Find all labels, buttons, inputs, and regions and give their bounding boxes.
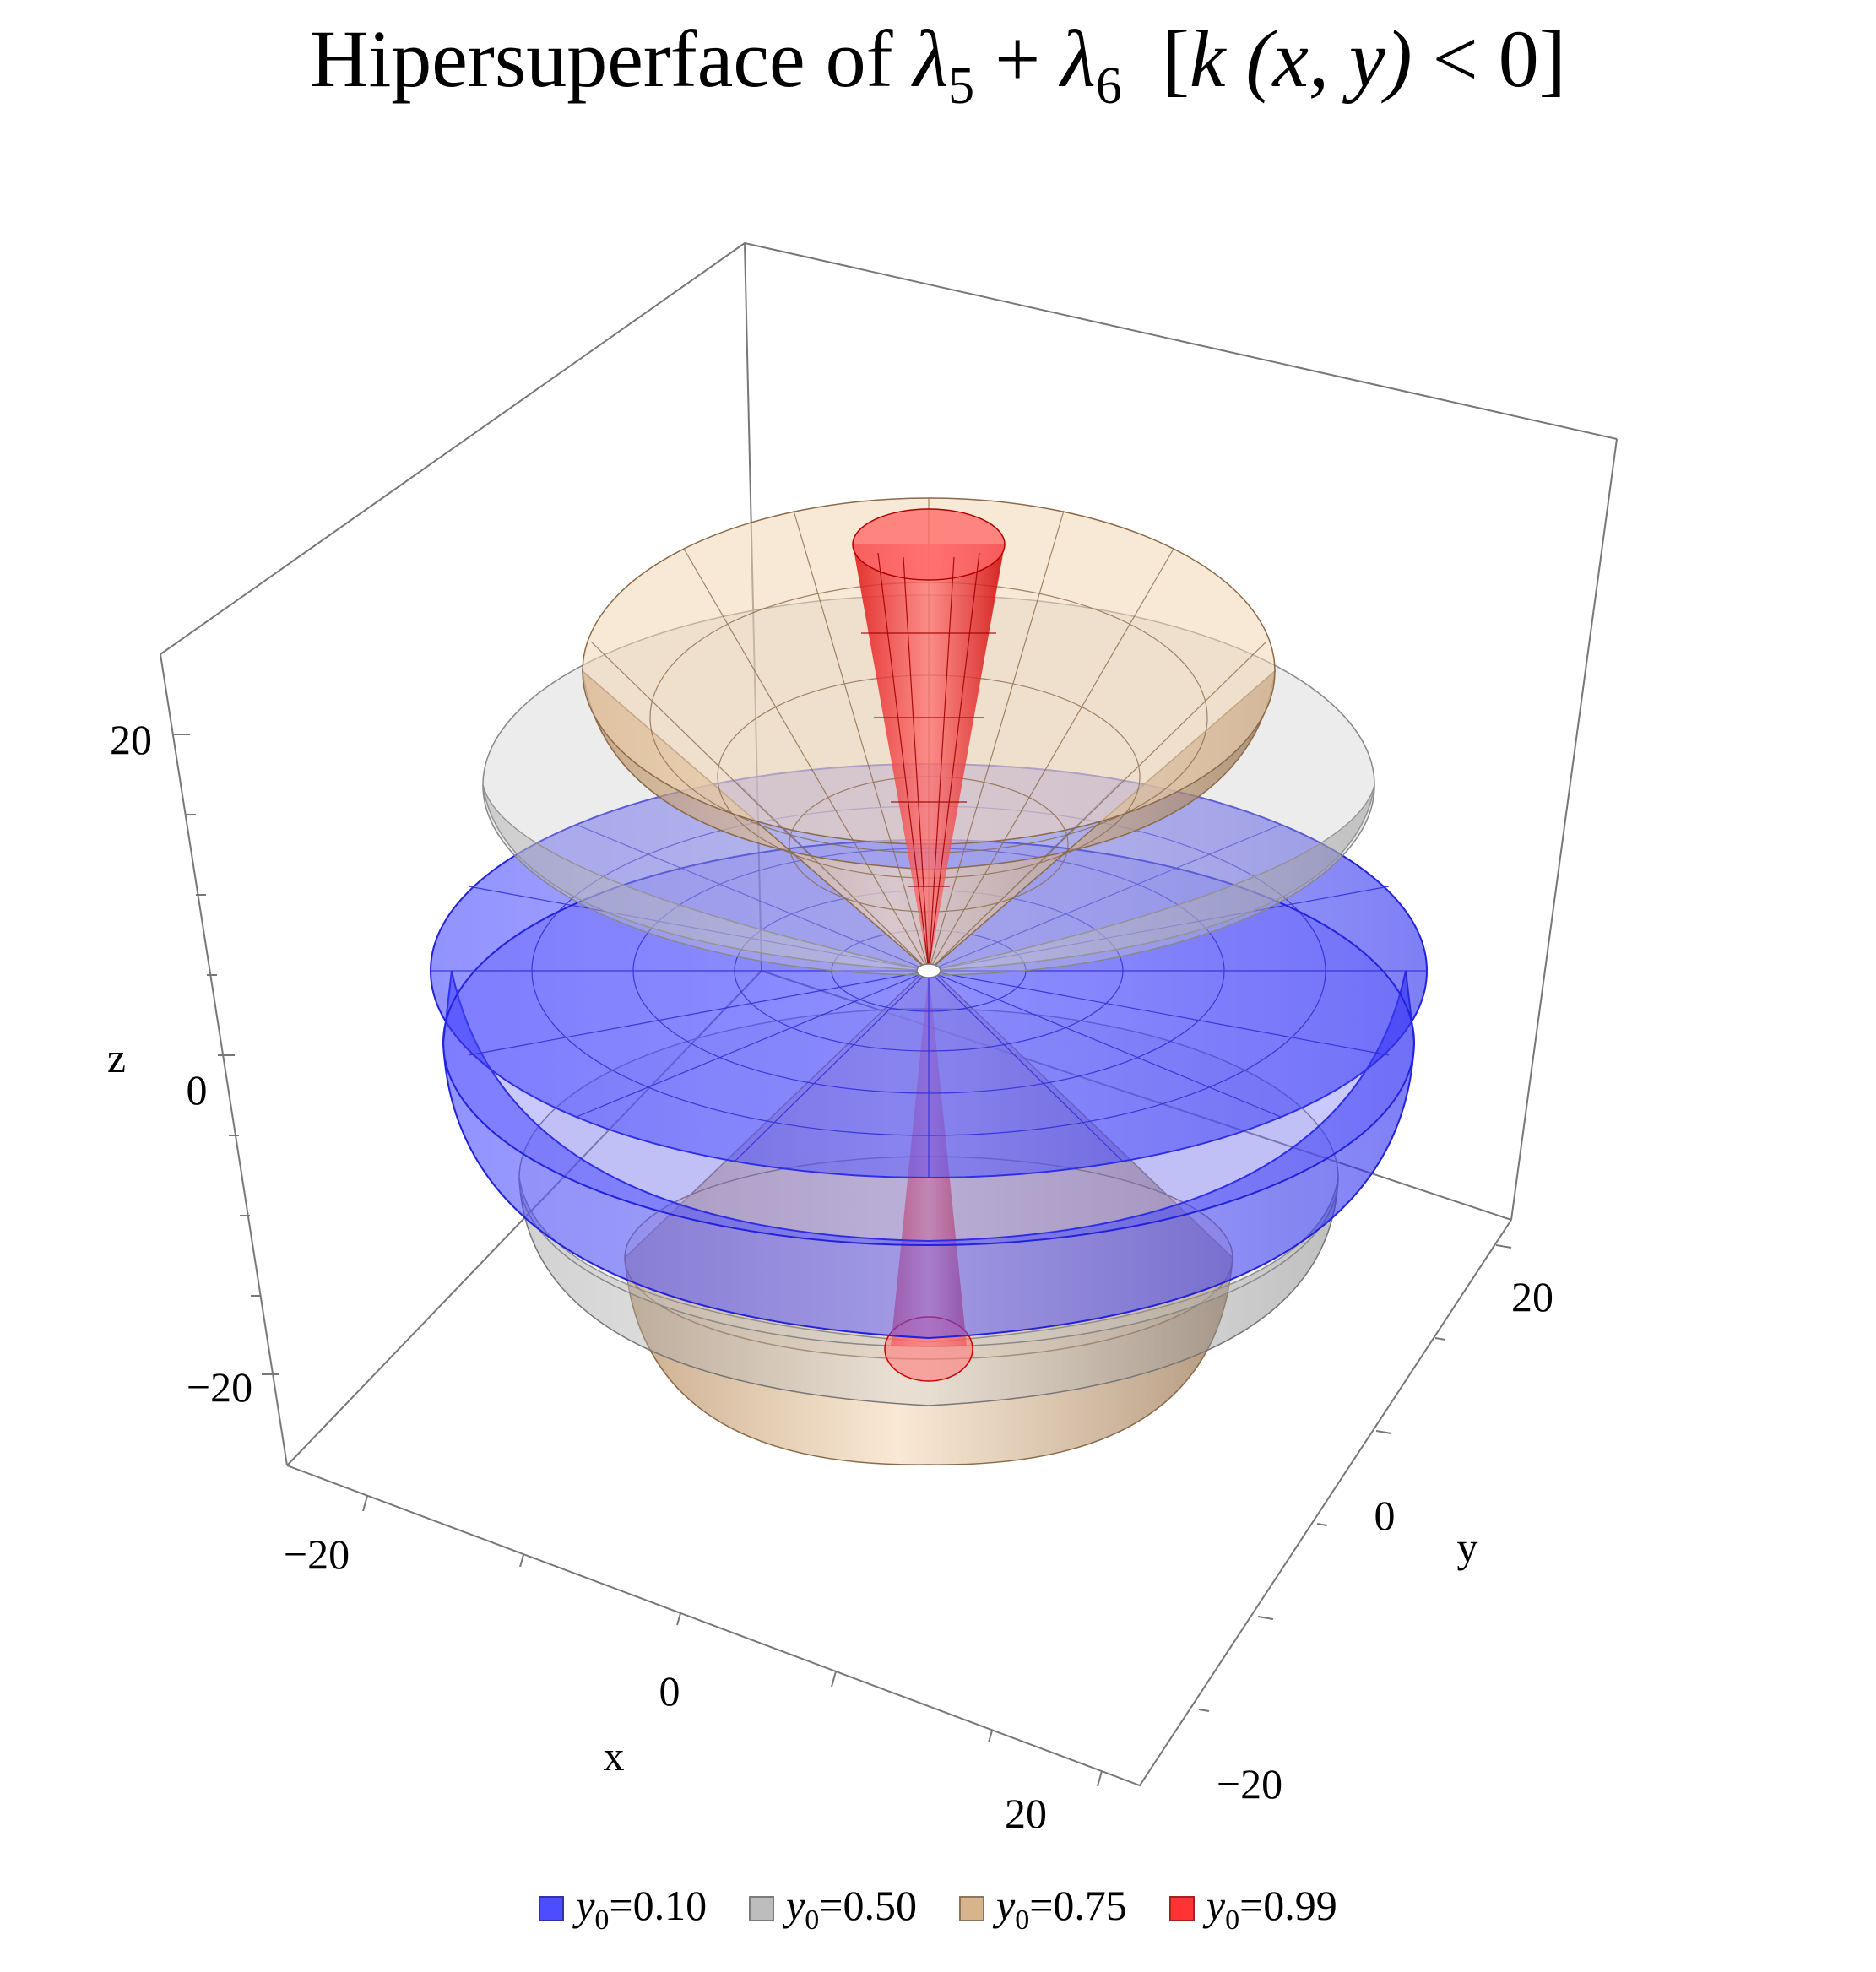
y-axis-label: y bbox=[1457, 1524, 1478, 1571]
legend-label: y0=0.99 bbox=[1206, 1882, 1337, 1936]
title-lambda-a: λ bbox=[913, 14, 949, 104]
legend-label: y0=0.75 bbox=[996, 1882, 1127, 1936]
surface-y0-0.99-upper bbox=[852, 508, 1006, 978]
legend-swatch-tan bbox=[959, 1896, 984, 1921]
title-prefix: Hipersuperface of bbox=[310, 14, 914, 104]
title-lambda-b: λ bbox=[1060, 14, 1096, 104]
x-tick-20: 20 bbox=[1005, 1790, 1047, 1837]
legend-label: y0=0.50 bbox=[786, 1882, 917, 1936]
z-tick-20: 20 bbox=[110, 716, 152, 763]
title-k: k bbox=[1189, 14, 1226, 104]
title-plus: + bbox=[974, 14, 1061, 104]
legend-swatch-blue bbox=[539, 1896, 565, 1921]
z-axis-label: z bbox=[107, 1034, 126, 1081]
title-sub-a: 5 bbox=[948, 57, 975, 116]
chart-title: Hipersuperface of λ5 + λ6 [k (x, y) < 0] bbox=[0, 12, 1876, 116]
title-condition: < 0] bbox=[1412, 14, 1566, 104]
x-tick-neg20: −20 bbox=[284, 1530, 350, 1578]
y-tick-neg20: −20 bbox=[1217, 1760, 1282, 1807]
plot-3d: 20 0 −20 −20 0 20 20 0 −20 z x y bbox=[107, 241, 1618, 1837]
legend-item-y0-0.50: y0=0.50 bbox=[749, 1881, 917, 1937]
legend-item-y0-0.10: y0=0.10 bbox=[539, 1881, 707, 1937]
legend-label: y0=0.10 bbox=[576, 1882, 708, 1936]
legend: y0=0.10 y0=0.50 y0=0.75 y0=0.99 bbox=[0, 1881, 1876, 1937]
x-tick-0: 0 bbox=[659, 1667, 680, 1715]
tick-labels: 20 0 −20 −20 0 20 20 0 −20 bbox=[110, 716, 1553, 1837]
title-sub-b: 6 bbox=[1095, 57, 1122, 116]
y-tick-0: 0 bbox=[1374, 1492, 1396, 1539]
legend-swatch-red bbox=[1168, 1896, 1195, 1921]
tick-marks bbox=[173, 734, 1512, 1787]
title-bracket: [ bbox=[1121, 14, 1190, 104]
legend-item-y0-0.75: y0=0.75 bbox=[959, 1881, 1127, 1937]
x-axis-label: x bbox=[604, 1732, 625, 1780]
legend-item-y0-0.99: y0=0.99 bbox=[1168, 1881, 1337, 1937]
title-args: (x, y) bbox=[1225, 14, 1412, 104]
legend-swatch-gray bbox=[749, 1896, 775, 1921]
y-tick-20: 20 bbox=[1511, 1273, 1553, 1320]
z-tick-neg20: −20 bbox=[187, 1363, 252, 1411]
z-tick-0: 0 bbox=[187, 1066, 208, 1113]
